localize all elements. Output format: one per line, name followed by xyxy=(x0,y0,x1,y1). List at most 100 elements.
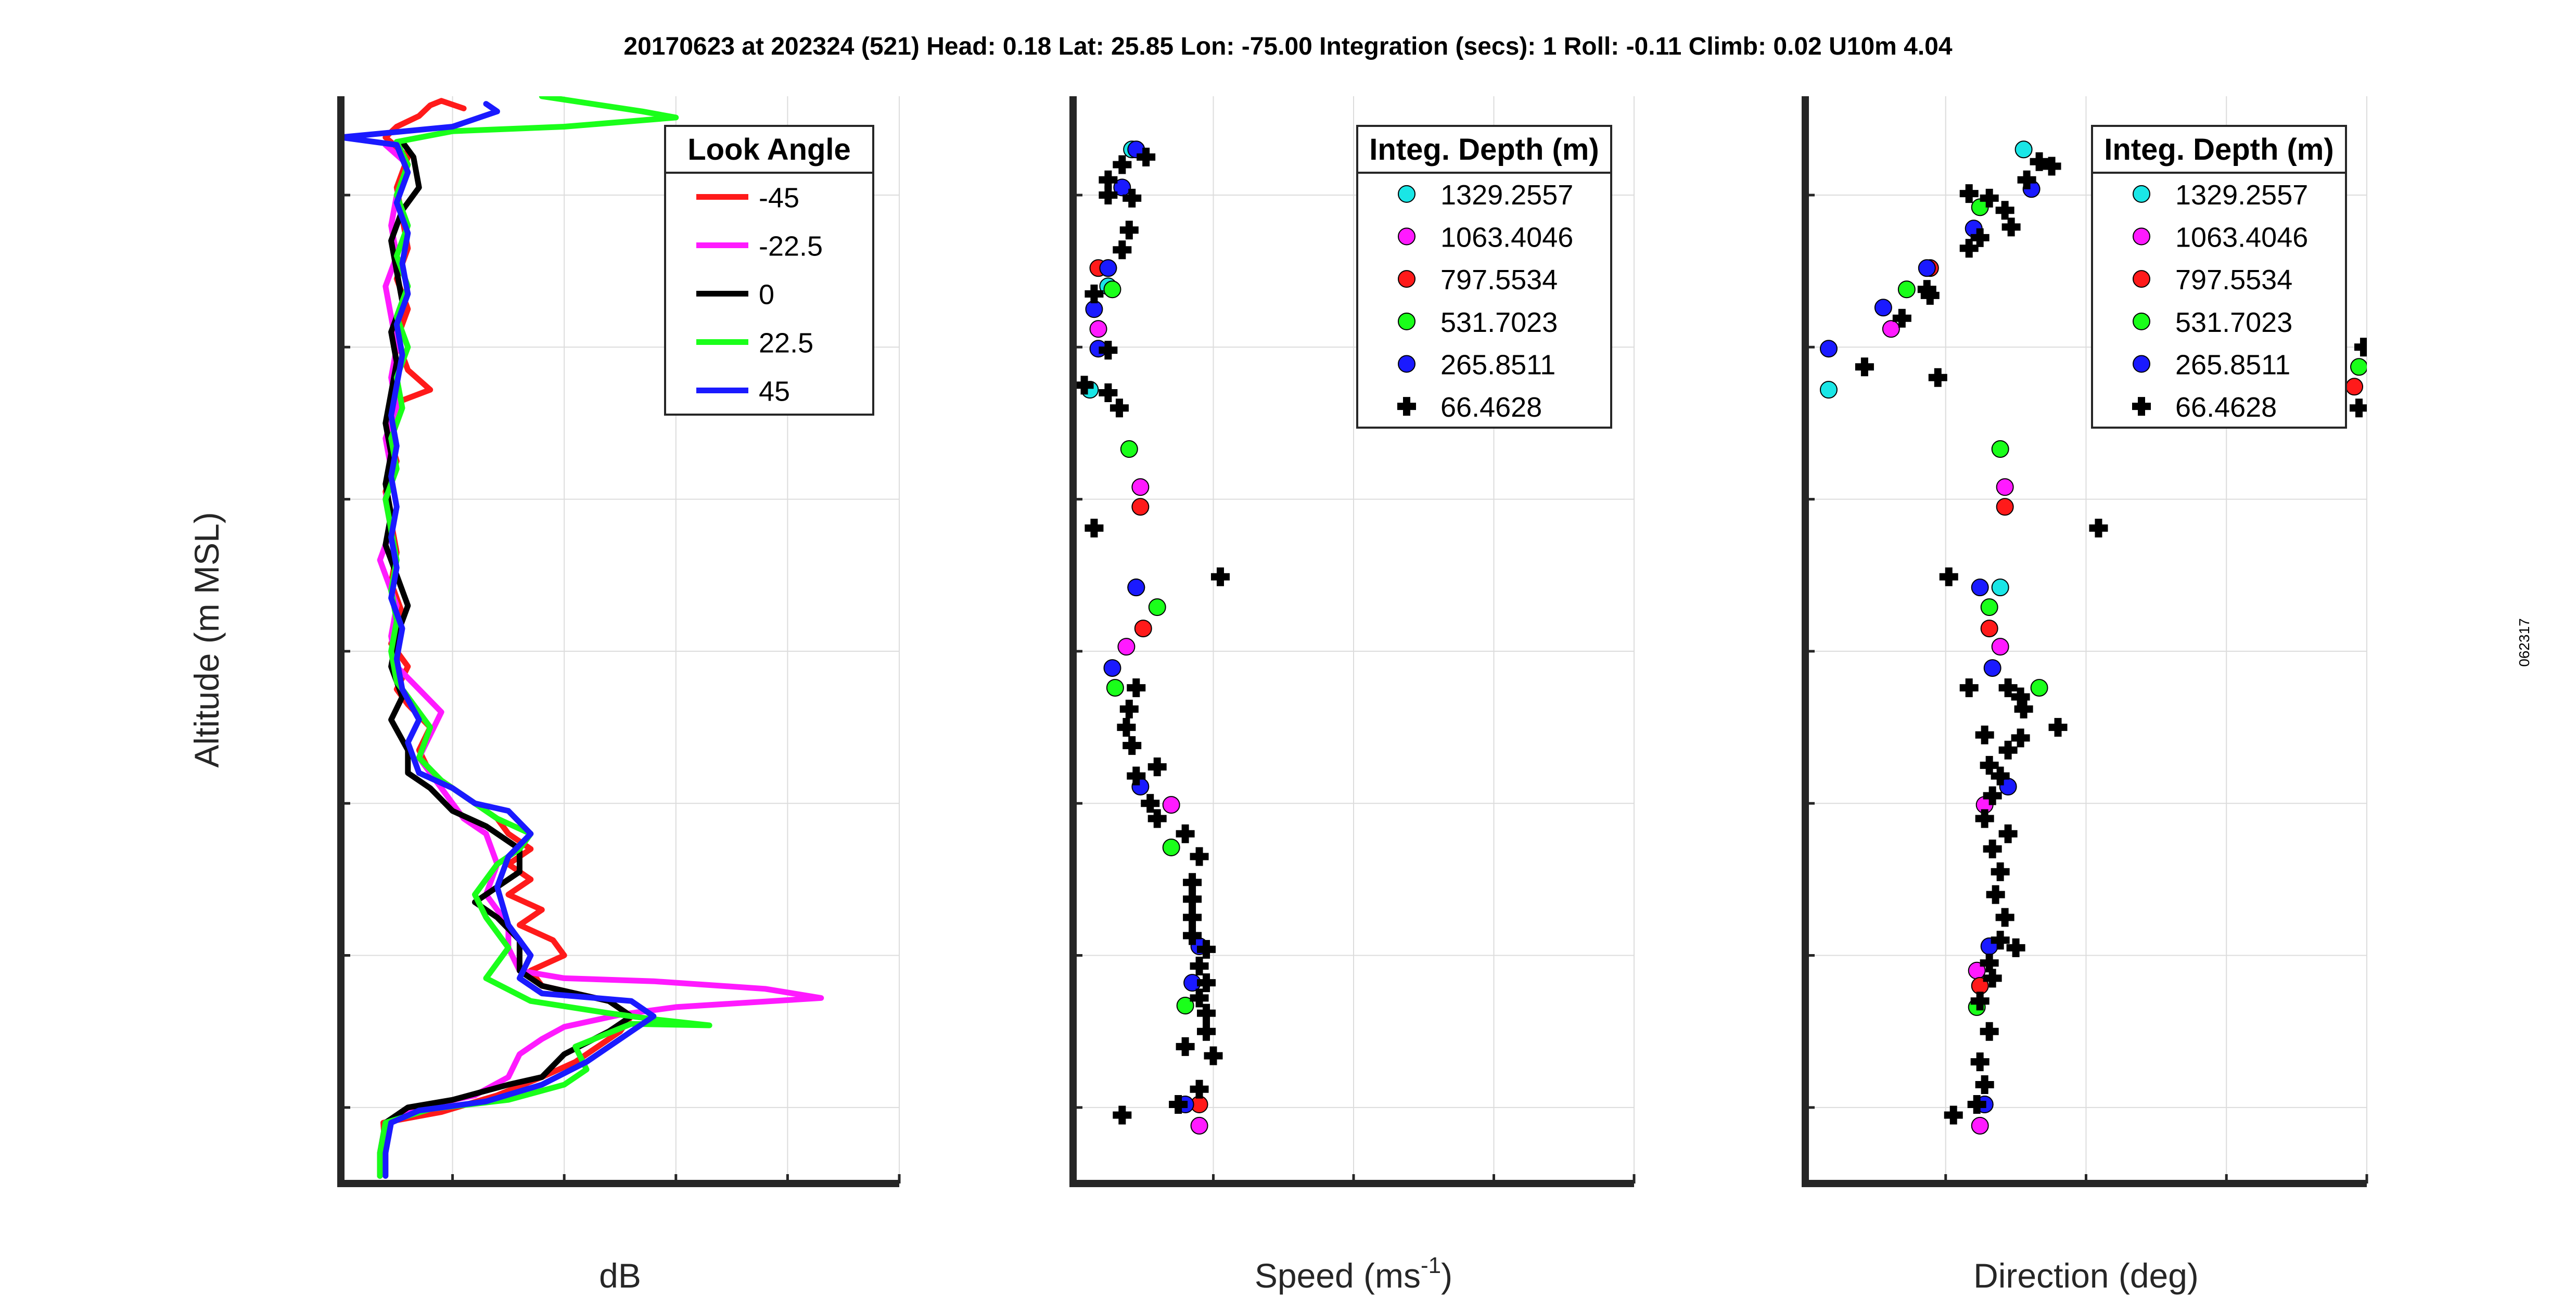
data-point-66.4628 xyxy=(1959,184,1979,203)
data-point-66.4628 xyxy=(1197,1022,1216,1041)
data-point-66.4628 xyxy=(1190,988,1209,1008)
data-point-1063.4046 xyxy=(1991,638,2009,656)
data-point-66.4628 xyxy=(1980,1022,1999,1041)
data-point-265.8511 xyxy=(1918,259,1936,277)
legend-swatch xyxy=(2133,185,2150,203)
data-point-66.4628 xyxy=(1970,992,1990,1011)
data-point-1329.2557 xyxy=(1819,381,1838,399)
legend-label: -22.5 xyxy=(759,231,823,262)
data-point-66.4628 xyxy=(2017,170,2036,189)
chart-panels: dB Altitude (m MSL) Look Angle -45 -22.5 0 22.… xyxy=(187,96,2368,1295)
legend-label: 797.5534 xyxy=(2175,264,2292,295)
legend: Integ. Depth (m) 1329.2557 1063.4046 797.55… xyxy=(1356,125,1612,429)
legend: Look Angle -45 -22.5 0 22.5 45 xyxy=(664,125,874,416)
data-point-531.7023 xyxy=(1103,280,1121,299)
legend-label: 1329.2557 xyxy=(2175,179,2308,211)
data-point-66.4628 xyxy=(1980,954,1999,973)
x-axis-label-end: ) xyxy=(1441,1256,1452,1295)
data-point-531.7023 xyxy=(1106,679,1124,697)
data-point-1063.4046 xyxy=(1131,478,1150,496)
data-point-66.4628 xyxy=(1099,341,1118,360)
data-point-797.5534 xyxy=(1131,498,1150,516)
data-point-797.5534 xyxy=(2345,378,2364,396)
legend-label: 66.4628 xyxy=(2175,392,2277,423)
data-point-265.8511 xyxy=(1127,578,1145,597)
data-point-66.4628 xyxy=(1169,1095,1188,1114)
data-point-66.4628 xyxy=(2354,338,2367,357)
data-point-66.4628 xyxy=(1980,188,1999,208)
data-point-66.4628 xyxy=(1183,890,1202,909)
data-point-531.7023 xyxy=(1897,280,1916,299)
data-point-66.4628 xyxy=(1983,786,2002,805)
data-point-66.4628 xyxy=(2350,398,2367,418)
legend-label: 66.4628 xyxy=(1440,392,1542,423)
legend-title: Integ. Depth (m) xyxy=(2104,133,2333,166)
data-point-66.4628 xyxy=(1197,1004,1216,1023)
data-point-66.4628 xyxy=(1210,567,1230,586)
data-point-66.4628 xyxy=(2011,728,2030,748)
data-point-1063.4046 xyxy=(1971,1116,1989,1135)
data-point-66.4628 xyxy=(1986,885,2005,904)
data-point-66.4628 xyxy=(1970,228,1990,247)
data-point-66.4628 xyxy=(1998,824,2018,843)
data-point-66.4628 xyxy=(1141,794,1160,813)
legend-swatch xyxy=(1398,270,1415,288)
data-point-265.8511 xyxy=(1874,299,1892,317)
legend-label: 797.5534 xyxy=(1440,264,1558,295)
data-point-1063.4046 xyxy=(1089,320,1107,338)
legend-swatch xyxy=(1398,227,1415,246)
data-point-66.4628 xyxy=(1117,718,1136,737)
data-point-66.4628 xyxy=(1183,908,1202,927)
data-point-66.4628 xyxy=(1998,678,2018,698)
legend-label: 22.5 xyxy=(759,328,813,359)
data-point-66.4628 xyxy=(1959,678,1979,698)
data-point-531.7023 xyxy=(1176,997,1194,1014)
plot-area xyxy=(1819,140,2367,1135)
data-point-66.4628 xyxy=(2006,938,2025,957)
legend-label: 265.8511 xyxy=(1440,350,1555,381)
panel-1: Speed (ms-1) Integ. Depth (m) 1329.2557 106… xyxy=(1069,96,1636,1295)
legend-title: Look Angle xyxy=(687,133,851,166)
data-point-66.4628 xyxy=(2014,700,2033,718)
data-point-66.4628 xyxy=(2001,217,2021,237)
data-point-66.4628 xyxy=(1991,931,2010,950)
legend-label: 1063.4046 xyxy=(1440,222,1573,253)
legend-label: 45 xyxy=(759,376,790,407)
data-point-66.4628 xyxy=(1975,725,1994,744)
data-point-66.4628 xyxy=(1085,519,1104,538)
data-point-531.7023 xyxy=(2350,358,2367,376)
legend-label: 1329.2557 xyxy=(1440,179,1573,211)
data-point-66.4628 xyxy=(1113,155,1132,174)
y-axis-label: Altitude (m MSL) xyxy=(187,512,226,767)
x-axis-label: Speed (ms-1) xyxy=(1255,1253,1452,1295)
data-point-66.4628 xyxy=(1110,398,1129,418)
data-point-797.5534 xyxy=(1134,620,1152,638)
x-axis-label-sup: -1 xyxy=(1421,1253,1441,1278)
data-point-265.8511 xyxy=(1085,300,1103,318)
data-point-66.4628 xyxy=(1970,1052,1990,1072)
x-axis-label-main: Speed (ms xyxy=(1255,1256,1421,1295)
data-point-66.4628 xyxy=(2030,152,2049,171)
data-point-66.4628 xyxy=(1991,766,2010,786)
data-point-1329.2557 xyxy=(2014,140,2033,159)
axis-lines xyxy=(1069,96,1634,1187)
legend-swatch xyxy=(2132,397,2151,416)
data-point-66.4628 xyxy=(1920,286,1940,305)
data-point-66.4628 xyxy=(1939,567,1958,586)
data-point-1063.4046 xyxy=(1996,478,2014,496)
data-point-265.8511 xyxy=(1819,340,1838,358)
data-point-531.7023 xyxy=(1980,598,1998,616)
legend: Integ. Depth (m) 1329.2557 1063.4046 797.55… xyxy=(2091,125,2347,429)
data-point-66.4628 xyxy=(1190,847,1209,866)
legend-label: -45 xyxy=(759,183,799,214)
data-point-531.7023 xyxy=(1148,598,1166,616)
data-point-265.8511 xyxy=(1983,659,2001,677)
legend-swatch xyxy=(1398,185,1415,203)
legend-swatch xyxy=(1397,397,1416,416)
data-point-66.4628 xyxy=(1855,357,1874,377)
data-point-265.8511 xyxy=(1113,178,1131,197)
data-point-1063.4046 xyxy=(1117,638,1136,656)
data-point-66.4628 xyxy=(1123,736,1142,755)
x-axis-label: Direction (deg) xyxy=(1973,1256,2199,1295)
legend-label: 0 xyxy=(759,279,774,311)
